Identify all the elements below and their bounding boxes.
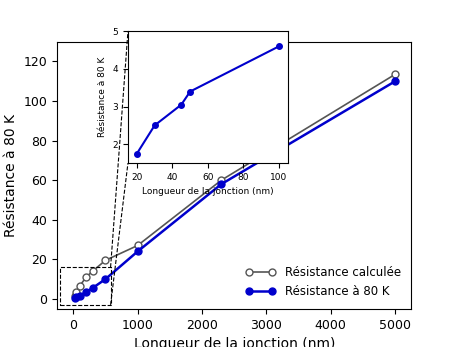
Résistance à 80 K: [393, 79, 398, 83]
Résistance à 80 K: [218, 182, 224, 186]
Résistance à 80 K: [72, 296, 77, 301]
Y-axis label: Résistance à 80 K: Résistance à 80 K: [4, 114, 18, 237]
X-axis label: Longueur de la jonction (nm): Longueur de la jonction (nm): [133, 337, 335, 347]
Résistance à 80 K: [74, 295, 79, 299]
Résistance calculée: [74, 290, 79, 294]
Résistance à 80 K: [83, 290, 89, 294]
Résistance calculée: [218, 178, 224, 182]
Résistance calculée: [83, 275, 89, 279]
Bar: [60, 267, 111, 305]
Résistance calculée: [77, 284, 82, 288]
Résistance à 80 K: [90, 286, 95, 290]
Résistance calculée: [72, 294, 77, 298]
X-axis label: Longueur de la jonction (nm): Longueur de la jonction (nm): [142, 187, 274, 196]
Résistance calculée: [135, 243, 140, 247]
Line: Résistance calculée: Résistance calculée: [71, 71, 399, 299]
Legend: Résistance calculée, Résistance à 80 K: Résistance calculée, Résistance à 80 K: [241, 262, 405, 303]
Résistance à 80 K: [103, 277, 108, 281]
Line: Résistance à 80 K: Résistance à 80 K: [71, 78, 399, 302]
Résistance à 80 K: [77, 294, 82, 298]
Y-axis label: Résistance à 80 K: Résistance à 80 K: [98, 57, 107, 137]
Résistance calculée: [393, 72, 398, 76]
Résistance calculée: [103, 258, 108, 262]
Résistance à 80 K: [135, 249, 140, 254]
Résistance calculée: [90, 269, 95, 273]
